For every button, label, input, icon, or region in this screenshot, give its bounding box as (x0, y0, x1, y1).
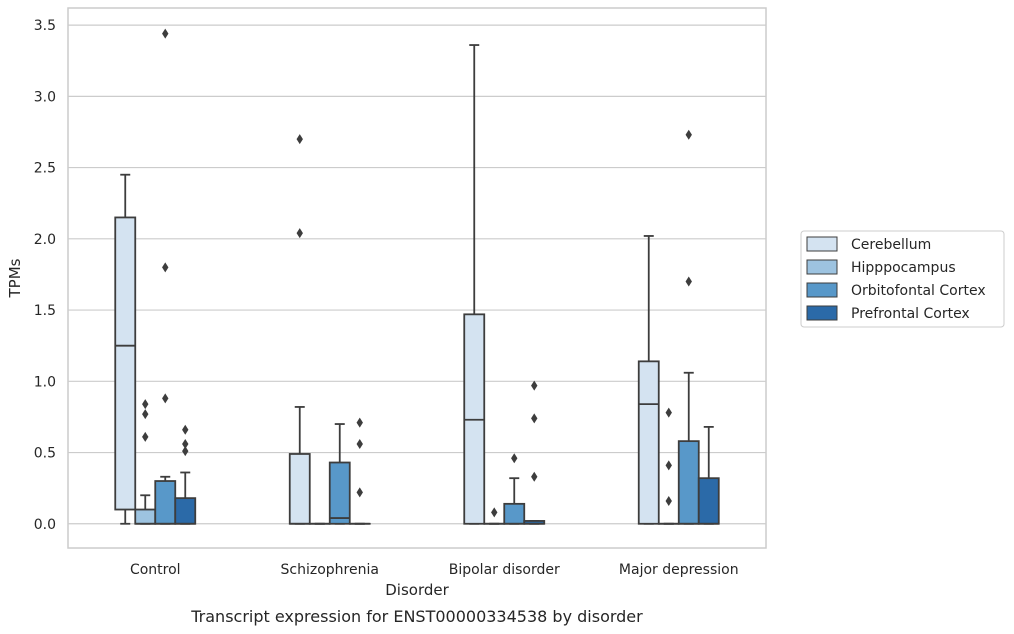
y-tick-label: 3.0 (34, 89, 56, 105)
legend-swatch (806, 236, 838, 252)
legend-label: Orbitofontal Cortex (851, 283, 986, 299)
grid-lines (68, 24, 766, 525)
outlier-point (491, 507, 498, 518)
y-tick-label: 2.5 (34, 161, 56, 177)
legend-swatch (806, 259, 838, 275)
outlier-point (162, 262, 169, 273)
legend: Cerebellum Hipppocampus Orbitofontal Corte… (800, 230, 1005, 328)
y-tick-label: 3.5 (34, 18, 56, 34)
box-plots (114, 28, 720, 525)
box-iqr (637, 360, 660, 525)
box-prefrontal-cortex (697, 425, 720, 525)
box-orbitofontal-cortex (154, 28, 177, 525)
chart-caption: Transcript expression for ENST0000033453… (190, 607, 643, 626)
outlier-point (142, 399, 149, 410)
legend-items: Cerebellum Hipppocampus Orbitofontal Corte… (806, 236, 986, 322)
box-iqr (503, 502, 526, 525)
box-iqr (677, 440, 700, 525)
box-prefrontal-cortex (174, 424, 197, 525)
legend-swatch (806, 305, 838, 321)
outlier-point (356, 438, 363, 449)
x-axis-ticks: Control Schizophrenia Bipolar disorder Majo… (130, 562, 739, 578)
outlier-point (296, 228, 303, 239)
outlier-point (685, 276, 692, 287)
outlier-point (531, 471, 538, 482)
outlier-point (142, 431, 149, 442)
plot-area (67, 7, 767, 549)
box-cerebellum (288, 134, 311, 525)
y-tick-label: 2.0 (34, 232, 56, 248)
box-cerebellum (637, 235, 660, 525)
outlier-point (356, 487, 363, 498)
outlier-point (511, 453, 518, 464)
outlier-point (665, 460, 672, 471)
y-axis-label: TPMs (6, 258, 24, 298)
y-tick-label: 1.0 (34, 374, 56, 390)
box-prefrontal-cortex (348, 417, 371, 525)
outlier-point (685, 129, 692, 140)
box-iqr (288, 453, 311, 525)
outlier-point (182, 438, 189, 449)
outlier-point (296, 134, 303, 145)
x-tick-label: Schizophrenia (281, 562, 379, 578)
legend-label: Cerebellum (851, 237, 931, 253)
outlier-point (531, 380, 538, 391)
outlier-point (531, 413, 538, 424)
outlier-point (182, 424, 189, 435)
box-hipppocampus (483, 507, 506, 525)
box-iqr (134, 508, 157, 525)
legend-label: Hipppocampus (851, 260, 956, 276)
y-tick-label: 0.0 (34, 517, 56, 533)
box-iqr (174, 497, 197, 525)
outlier-point (162, 28, 169, 39)
box-orbitofontal-cortex (503, 453, 526, 525)
x-axis-label: Disorder (385, 581, 449, 599)
y-tick-label: 0.5 (34, 446, 56, 462)
box-iqr (114, 216, 137, 511)
outlier-point (142, 409, 149, 420)
box-iqr (697, 477, 720, 525)
x-tick-label: Major depression (619, 562, 739, 578)
box-orbitofontal-cortex (677, 129, 700, 525)
x-tick-label: Bipolar disorder (449, 562, 560, 578)
y-axis-ticks: 0.0 0.5 1.0 1.5 2.0 2.5 3.0 3.5 (34, 18, 56, 533)
outlier-point (665, 407, 672, 418)
outlier-point (162, 393, 169, 404)
box-cerebellum (463, 44, 486, 525)
outlier-point (665, 495, 672, 506)
legend-frame (800, 230, 1005, 328)
outlier-point (356, 417, 363, 428)
legend-label: Prefrontal Cortex (851, 306, 970, 322)
legend-swatch (806, 282, 838, 298)
box-prefrontal-cortex (523, 380, 546, 525)
box-iqr (154, 480, 177, 525)
box-iqr (328, 461, 351, 525)
box-hipppocampus (134, 399, 157, 525)
box-hipppocampus (657, 407, 680, 525)
outlier-point (182, 446, 189, 457)
box-cerebellum (114, 173, 137, 525)
y-tick-label: 1.5 (34, 303, 56, 319)
box-orbitofontal-cortex (328, 423, 351, 525)
x-tick-label: Control (130, 562, 181, 578)
